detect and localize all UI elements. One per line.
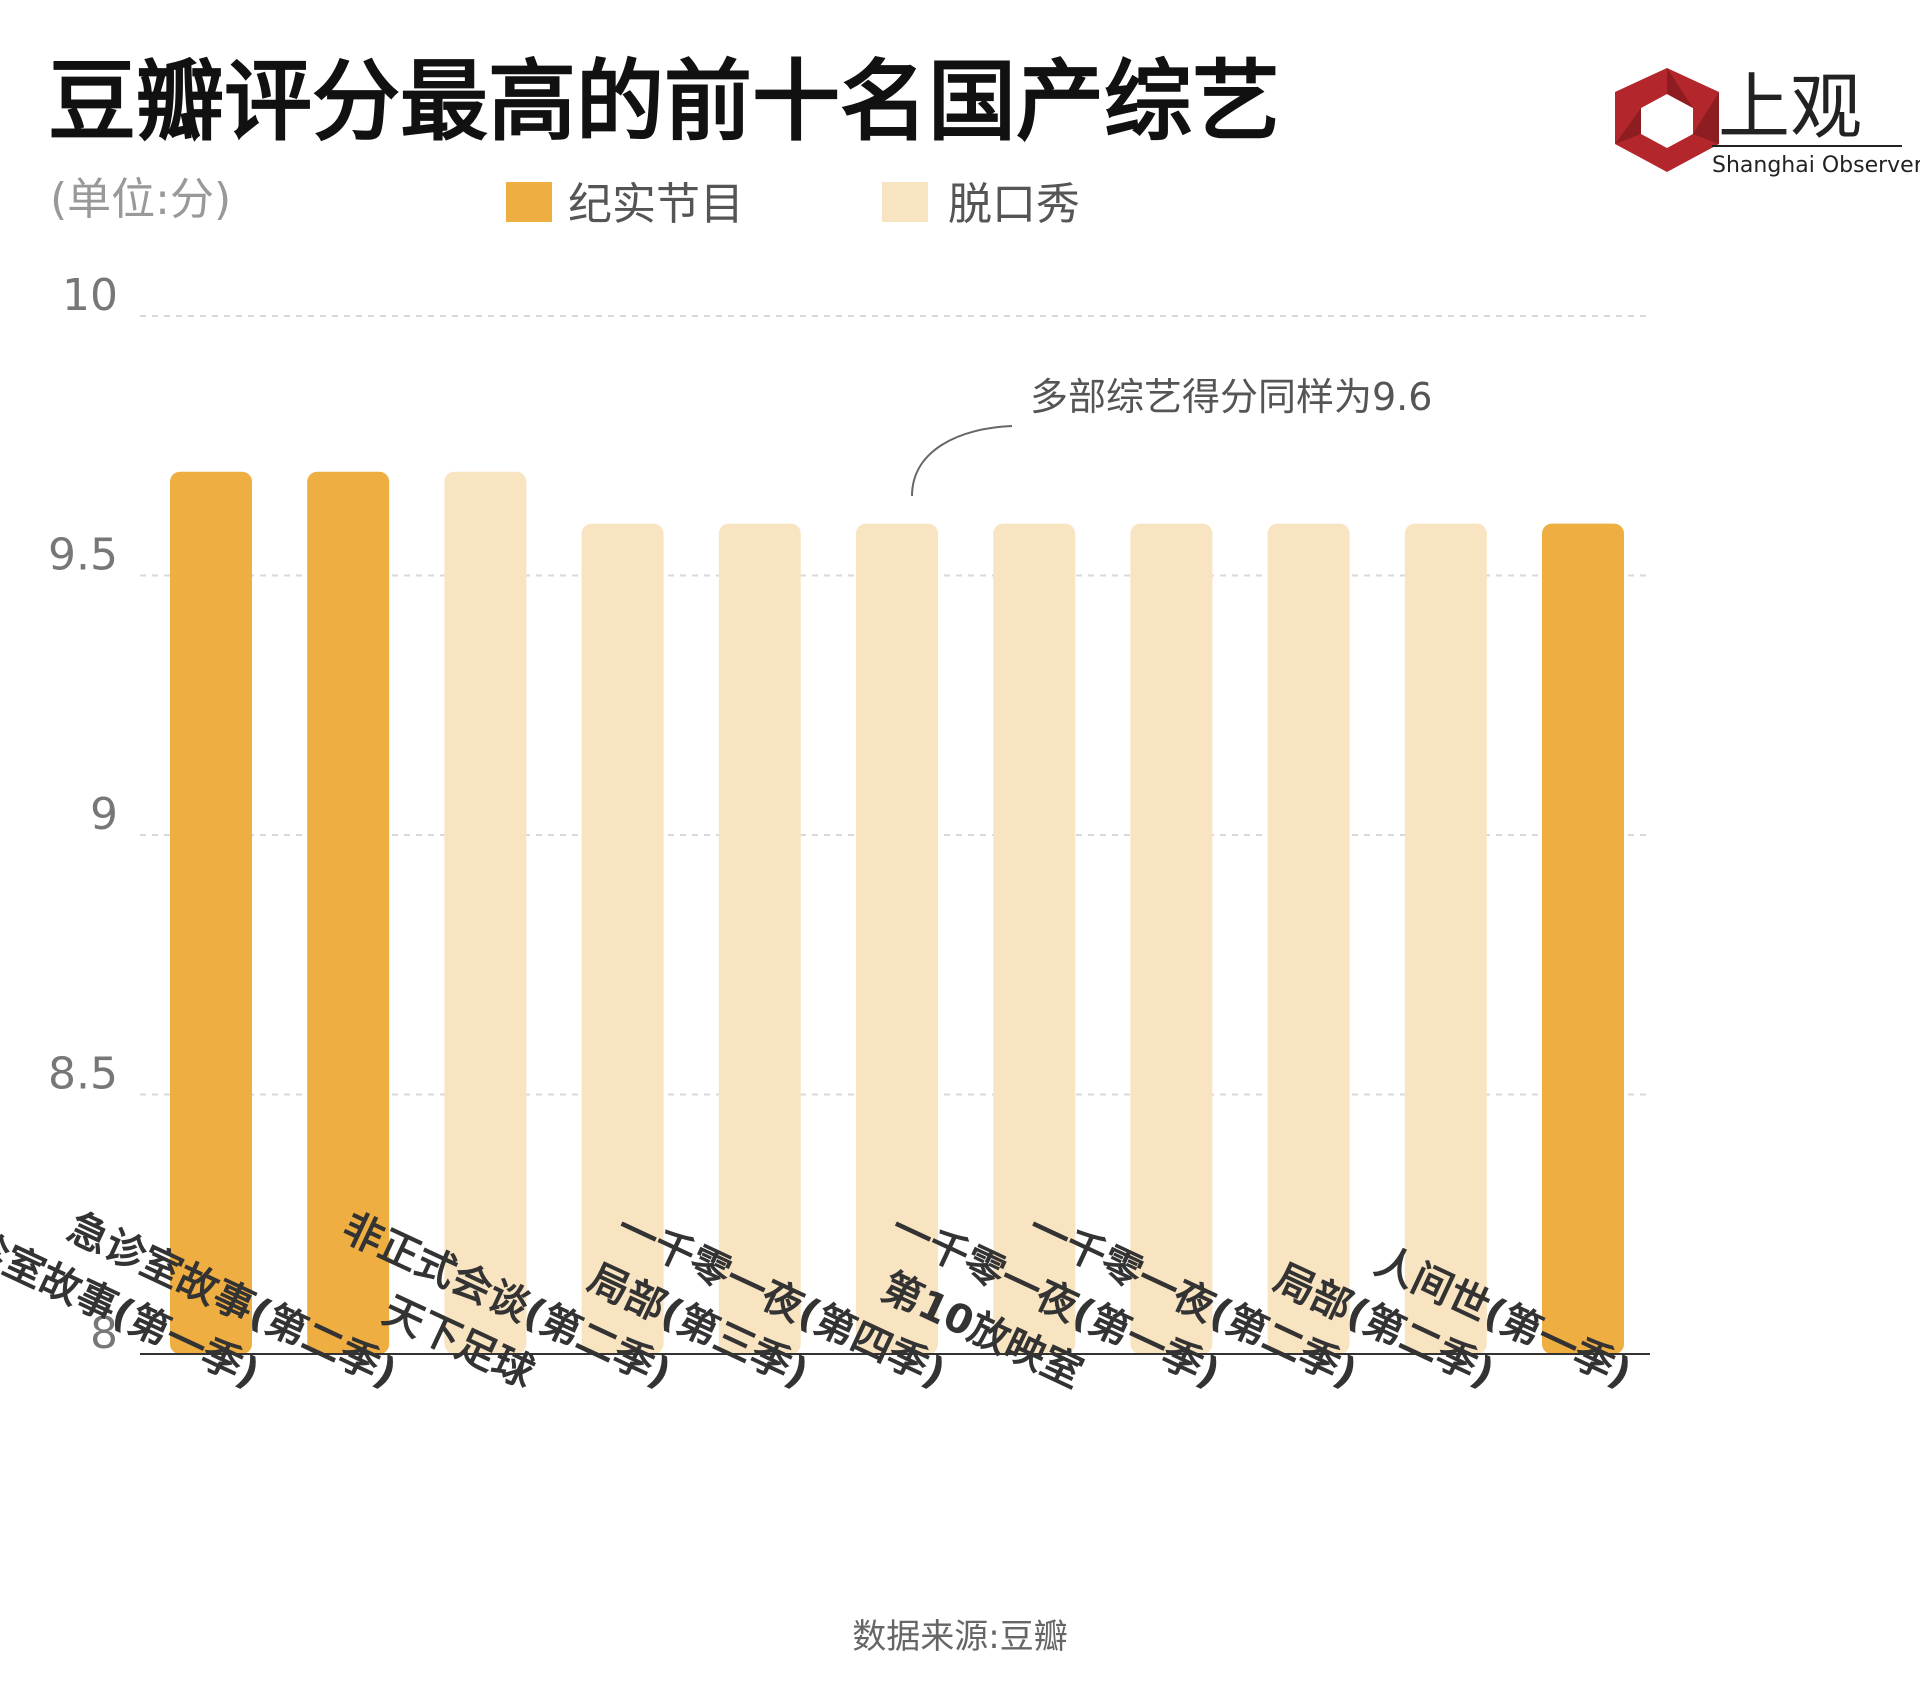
y-tick-label: 9 (90, 789, 118, 840)
bar (307, 471, 390, 1354)
annotation-text: 多部综艺得分同样为9.6 (1030, 375, 1432, 419)
bar (1404, 523, 1487, 1354)
annotation-leader (911, 425, 1013, 497)
legend-swatch-documentary (506, 182, 552, 222)
bar (170, 471, 252, 1354)
logo-name-en: Shanghai Observer (1712, 153, 1920, 178)
y-tick-label: 8 (90, 1308, 118, 1359)
bar (856, 523, 938, 1354)
unit-label: (单位:分) (50, 174, 231, 225)
bar (718, 523, 801, 1354)
chart-title: 豆瓣评分最高的前十名国产综艺 (48, 50, 1280, 153)
legend-swatch-talkshow (882, 182, 928, 222)
legend: 纪实节目 脱口秀 (506, 179, 1080, 230)
bar (993, 523, 1076, 1354)
legend-label-talkshow: 脱口秀 (948, 179, 1080, 230)
shanghai-observer-logo-icon (1615, 68, 1719, 172)
source-note: 数据来源:豆瓣 (852, 1617, 1067, 1657)
logo-name-cn: 上观 (1718, 65, 1862, 149)
y-tick-label: 8.5 (48, 1049, 118, 1100)
y-axis-ticks: 8 8.5 9 9.5 10 (48, 270, 118, 1359)
y-tick-label: 10 (62, 270, 118, 321)
legend-label-documentary: 纪实节目 (568, 179, 744, 230)
bar (581, 523, 664, 1354)
bar (1130, 523, 1213, 1354)
bar (1542, 523, 1624, 1354)
bar (1267, 523, 1350, 1354)
bars (170, 471, 1624, 1354)
bar (444, 471, 527, 1354)
y-tick-label: 9.5 (48, 530, 118, 581)
